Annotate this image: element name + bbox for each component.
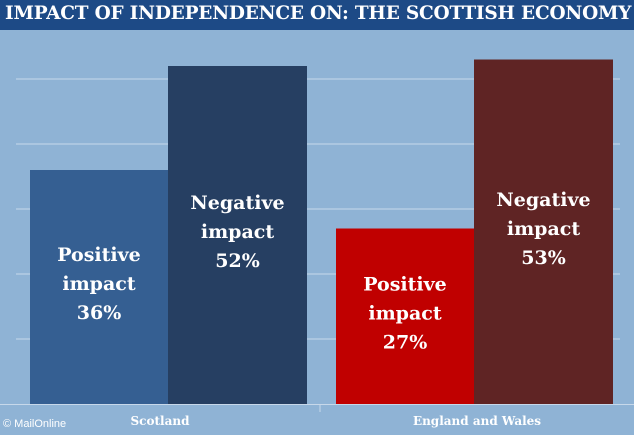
chart-title: IMPACT OF INDEPENDENCE ON: THE SCOTTISH … (5, 3, 632, 24)
bar-data-label: impact (507, 218, 580, 240)
bar-data-label: impact (368, 302, 441, 324)
bar-data-label: Positive (57, 244, 141, 266)
credit-text: © MailOnline (3, 418, 67, 430)
bar-data-label: impact (62, 273, 135, 295)
bar-data-label: 52% (215, 250, 260, 272)
title-bar: IMPACT OF INDEPENDENCE ON: THE SCOTTISH … (0, 0, 634, 30)
bar-scotland-negative (168, 66, 307, 404)
x-tick-label: England and Wales (413, 414, 541, 428)
bar-data-label: impact (201, 221, 274, 243)
bar-data-label: 53% (521, 247, 566, 269)
bar-data-label: 36% (77, 302, 122, 324)
x-tick-label: Scotland (131, 414, 191, 428)
bar-data-label: 27% (383, 331, 428, 353)
bar-data-label: Positive (363, 273, 447, 295)
bar-england-and-wales-positive (336, 228, 474, 404)
bar-data-label: Negative (496, 189, 590, 211)
bar-scotland-positive (30, 170, 168, 404)
bar-england-and-wales-negative (474, 59, 613, 404)
bar-data-label: Negative (190, 192, 284, 214)
